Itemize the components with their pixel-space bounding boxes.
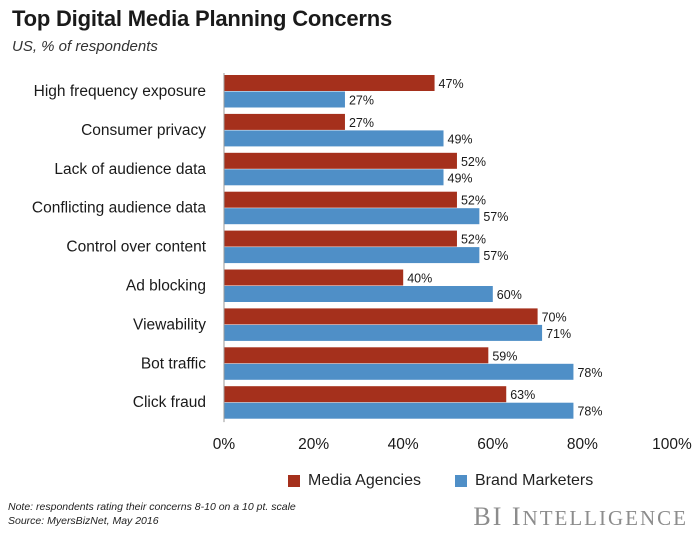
data-label-brand-marketers-conflicting-audience-data: 57% bbox=[483, 210, 508, 224]
category-label-control-over-content: Control over content bbox=[66, 239, 206, 256]
bi-intelligence-logo: BI INTELLIGENCE bbox=[473, 502, 688, 532]
bar-media-agencies-viewability bbox=[224, 308, 538, 325]
category-label-conflicting-audience-data: Conflicting audience data bbox=[32, 200, 206, 217]
legend-label-media-agencies: Media Agencies bbox=[308, 472, 421, 489]
data-label-brand-marketers-bot-traffic: 78% bbox=[577, 366, 602, 380]
legend-item-media-agencies: Media Agencies bbox=[288, 472, 421, 490]
bar-chart: High frequency exposure 47% 27% Consumer pr… bbox=[32, 73, 692, 453]
logo-bi: BI bbox=[473, 502, 504, 531]
chart-subtitle: US, % of respondents bbox=[12, 38, 158, 55]
x-tick-label-0: 0% bbox=[213, 436, 236, 453]
data-label-media-agencies-consumer-privacy: 27% bbox=[349, 116, 374, 130]
legend-item-brand-marketers: Brand Marketers bbox=[454, 472, 594, 490]
category-label-consumer-privacy: Consumer privacy bbox=[81, 122, 206, 139]
x-tick-label-3: 60% bbox=[477, 436, 508, 453]
bar-brand-marketers-conflicting-audience-data bbox=[224, 208, 480, 225]
category-label-viewability: Viewability bbox=[133, 316, 206, 333]
data-label-brand-marketers-click-fraud: 78% bbox=[577, 405, 602, 419]
bar-brand-marketers-bot-traffic bbox=[224, 363, 574, 380]
source-note: Source: MyersBizNet, May 2016 bbox=[8, 515, 159, 527]
bar-brand-marketers-consumer-privacy bbox=[224, 130, 444, 147]
x-tick-label-1: 20% bbox=[298, 436, 329, 453]
data-label-brand-marketers-high-frequency-exposure: 27% bbox=[349, 94, 374, 108]
data-label-brand-marketers-ad-blocking: 60% bbox=[497, 288, 522, 302]
bar-brand-marketers-ad-blocking bbox=[224, 286, 493, 302]
data-label-media-agencies-ad-blocking: 40% bbox=[407, 272, 432, 286]
category-label-click-fraud: Click fraud bbox=[133, 394, 206, 411]
data-label-media-agencies-conflicting-audience-data: 52% bbox=[461, 194, 486, 208]
bar-brand-marketers-high-frequency-exposure bbox=[224, 91, 345, 108]
legend-label-brand-marketers: Brand Marketers bbox=[474, 472, 594, 489]
category-label-high-frequency-exposure: High frequency exposure bbox=[34, 83, 206, 100]
data-label-media-agencies-click-fraud: 63% bbox=[510, 388, 535, 402]
category-label-bot-traffic: Bot traffic bbox=[141, 355, 206, 372]
bar-media-agencies-lack-of-audience-data bbox=[224, 152, 457, 169]
legend-swatch-brand-marketers bbox=[454, 475, 467, 487]
data-label-brand-marketers-consumer-privacy: 49% bbox=[448, 132, 473, 146]
x-tick-label-5: 100% bbox=[652, 436, 692, 453]
bar-media-agencies-consumer-privacy bbox=[224, 113, 345, 130]
bar-media-agencies-control-over-content bbox=[224, 230, 457, 247]
data-label-brand-marketers-lack-of-audience-data: 49% bbox=[448, 171, 473, 185]
legend-swatch-media-agencies bbox=[288, 475, 300, 487]
data-label-media-agencies-viewability: 70% bbox=[542, 310, 567, 324]
x-tick-label-2: 40% bbox=[388, 436, 419, 453]
logo-rest: NTELLIGENCE bbox=[522, 506, 688, 530]
bar-media-agencies-ad-blocking bbox=[224, 269, 404, 286]
bar-brand-marketers-lack-of-audience-data bbox=[224, 169, 444, 186]
data-label-media-agencies-bot-traffic: 59% bbox=[492, 349, 517, 363]
bar-media-agencies-click-fraud bbox=[224, 386, 507, 403]
data-label-media-agencies-lack-of-audience-data: 52% bbox=[461, 155, 486, 169]
data-label-brand-marketers-control-over-content: 57% bbox=[483, 249, 508, 263]
data-label-brand-marketers-viewability: 71% bbox=[546, 327, 571, 341]
x-tick-label-4: 80% bbox=[567, 436, 598, 453]
bar-media-agencies-bot-traffic bbox=[224, 347, 489, 364]
category-label-ad-blocking: Ad blocking bbox=[126, 278, 206, 295]
bar-media-agencies-conflicting-audience-data bbox=[224, 191, 457, 208]
bar-brand-marketers-control-over-content bbox=[224, 247, 480, 264]
bar-brand-marketers-viewability bbox=[224, 324, 543, 341]
chart-title: Top Digital Media Planning Concerns bbox=[12, 6, 393, 31]
footnote: Note: respondents rating their concerns … bbox=[8, 501, 296, 513]
legend: Media Agencies Brand Marketers bbox=[288, 472, 627, 490]
data-label-media-agencies-high-frequency-exposure: 47% bbox=[439, 77, 464, 91]
data-label-media-agencies-control-over-content: 52% bbox=[461, 233, 486, 247]
category-label-lack-of-audience-data: Lack of audience data bbox=[54, 161, 206, 178]
bar-media-agencies-high-frequency-exposure bbox=[224, 75, 435, 91]
bar-brand-marketers-click-fraud bbox=[224, 402, 574, 419]
logo-initial: I bbox=[511, 502, 523, 531]
